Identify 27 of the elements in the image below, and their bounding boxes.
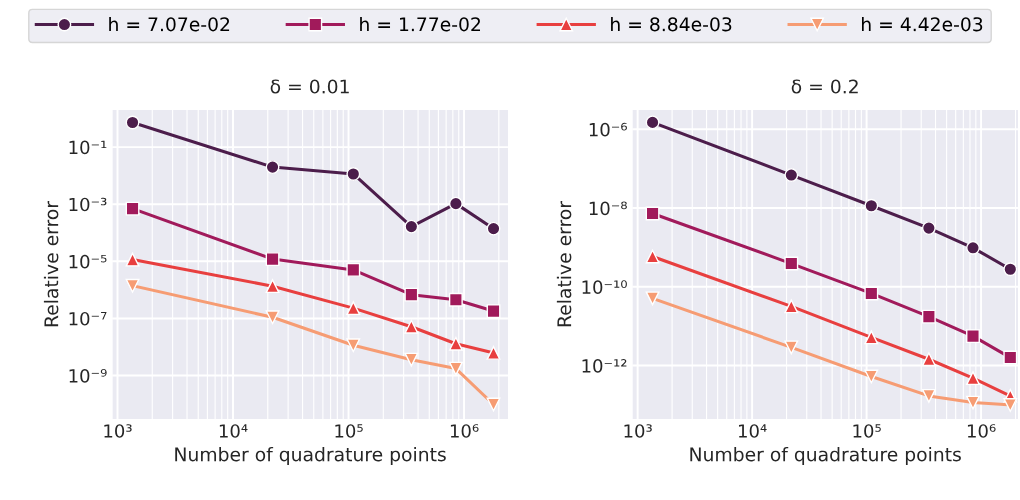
y-tick-label: 10⁻¹² [582,359,627,373]
x-tick-label: 10³ [104,424,132,438]
chart-title: δ = 0.01 [270,79,349,94]
y-tick-label: 10⁻³ [69,197,107,212]
y-tick-label: 10⁻⁵ [69,254,107,269]
x-axis-title: Number of quadrature points [690,446,961,466]
legend-label: h = 4.42e-03 [862,16,983,32]
y-tick-label: 10⁻⁸ [589,201,627,216]
chart-title: δ = 0.2 [791,79,858,94]
y-tick-label: 10⁻¹ [69,140,107,155]
x-tick-label: 10⁵ [335,424,363,438]
y-axis-title: Relative error [43,201,59,327]
legend-label: h = 8.84e-03 [611,16,732,32]
y-tick-label: 10⁻¹⁰ [582,280,627,294]
x-tick-label: 10³ [624,424,652,438]
x-tick-label: 10⁵ [853,424,881,438]
legend-label: h = 7.07e-02 [109,16,230,32]
legend-label: h = 1.77e-02 [360,16,480,32]
y-tick-label: 10⁻⁹ [69,368,107,383]
x-tick-label: 10⁶ [967,424,996,438]
y-tick-label: 10⁻⁷ [69,311,107,326]
y-tick-label: 10⁻⁶ [589,122,627,137]
x-tick-label: 10⁴ [738,424,767,438]
x-axis-title: Number of quadrature points [175,446,446,466]
y-axis-title: Relative error [556,201,572,327]
x-tick-label: 10⁶ [450,424,479,438]
x-tick-label: 10⁴ [219,424,248,438]
